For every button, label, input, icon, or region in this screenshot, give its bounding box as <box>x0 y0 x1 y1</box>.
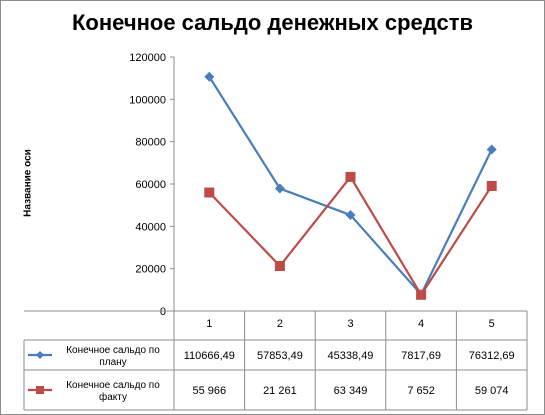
x-tick-label: 2 <box>277 318 283 330</box>
chart-title: Конечное сальдо денежных средств <box>71 10 474 35</box>
data-point-square <box>345 171 356 182</box>
legend-label: Конечное сальдо по <box>66 345 160 356</box>
legend-key-square <box>36 386 44 394</box>
data-table-cell: 63 349 <box>334 385 368 397</box>
data-table-cell: 76312,69 <box>469 350 515 362</box>
y-tick-label: 60000 <box>135 179 166 191</box>
x-tick-label: 4 <box>418 318 424 330</box>
legend-label: Конечное сальдо по <box>66 380 160 391</box>
y-tick-label: 120000 <box>129 52 166 64</box>
series-line <box>208 76 493 297</box>
data-table-cell: 55 966 <box>192 385 226 397</box>
data-point-square <box>486 180 497 191</box>
y-tick-label: 20000 <box>135 264 166 276</box>
y-tick-label: 0 <box>160 306 166 318</box>
legend-label: плану <box>99 357 126 368</box>
y-tick-label: 80000 <box>135 137 166 149</box>
data-point-diamond <box>486 144 497 155</box>
y-tick-label: 40000 <box>135 221 166 233</box>
data-table-cell: 57853,49 <box>257 350 303 362</box>
data-table-cell: 21 261 <box>263 385 297 397</box>
data-point-square <box>274 260 285 271</box>
data-table-cell: 59 074 <box>475 385 509 397</box>
data-table-cell: 7817,69 <box>401 350 441 362</box>
data-point-square <box>204 187 215 198</box>
data-point-diamond <box>204 71 215 82</box>
data-point-diamond <box>274 183 285 194</box>
x-tick-label: 5 <box>489 318 495 330</box>
legend-key-diamond <box>36 351 44 359</box>
x-tick-label: 1 <box>206 318 212 330</box>
data-table-cell: 7 652 <box>407 385 435 397</box>
data-table-cell: 45338,49 <box>328 350 374 362</box>
y-tick-label: 100000 <box>129 94 166 106</box>
data-point-square <box>416 289 427 300</box>
legend-label: факту <box>99 391 127 403</box>
data-table-cell: 110666,49 <box>184 350 235 362</box>
x-tick-label: 3 <box>347 318 353 330</box>
data-point-diamond <box>345 210 356 221</box>
